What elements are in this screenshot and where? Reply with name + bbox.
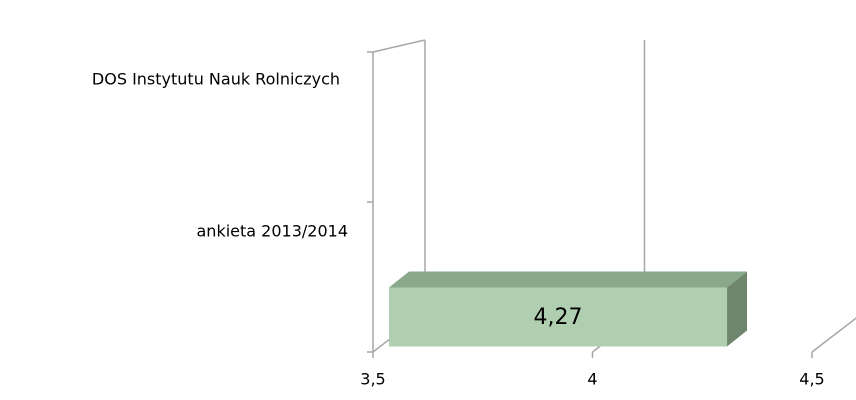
y-tick-label: ankieta 2013/2014 <box>197 222 349 241</box>
x-tick-label: 4,5 <box>799 370 824 389</box>
grid-depth <box>811 317 856 353</box>
bar-top <box>389 271 748 288</box>
x-tick-label: 3,5 <box>360 370 385 389</box>
y-tick-label: DOS Instytutu Nauk Rolniczych <box>92 70 340 89</box>
data-label: 4,27 <box>534 305 583 330</box>
bar-side <box>727 271 748 347</box>
x-tick-label: 4 <box>587 370 597 389</box>
axis-depth <box>372 39 426 53</box>
bar <box>389 287 728 347</box>
